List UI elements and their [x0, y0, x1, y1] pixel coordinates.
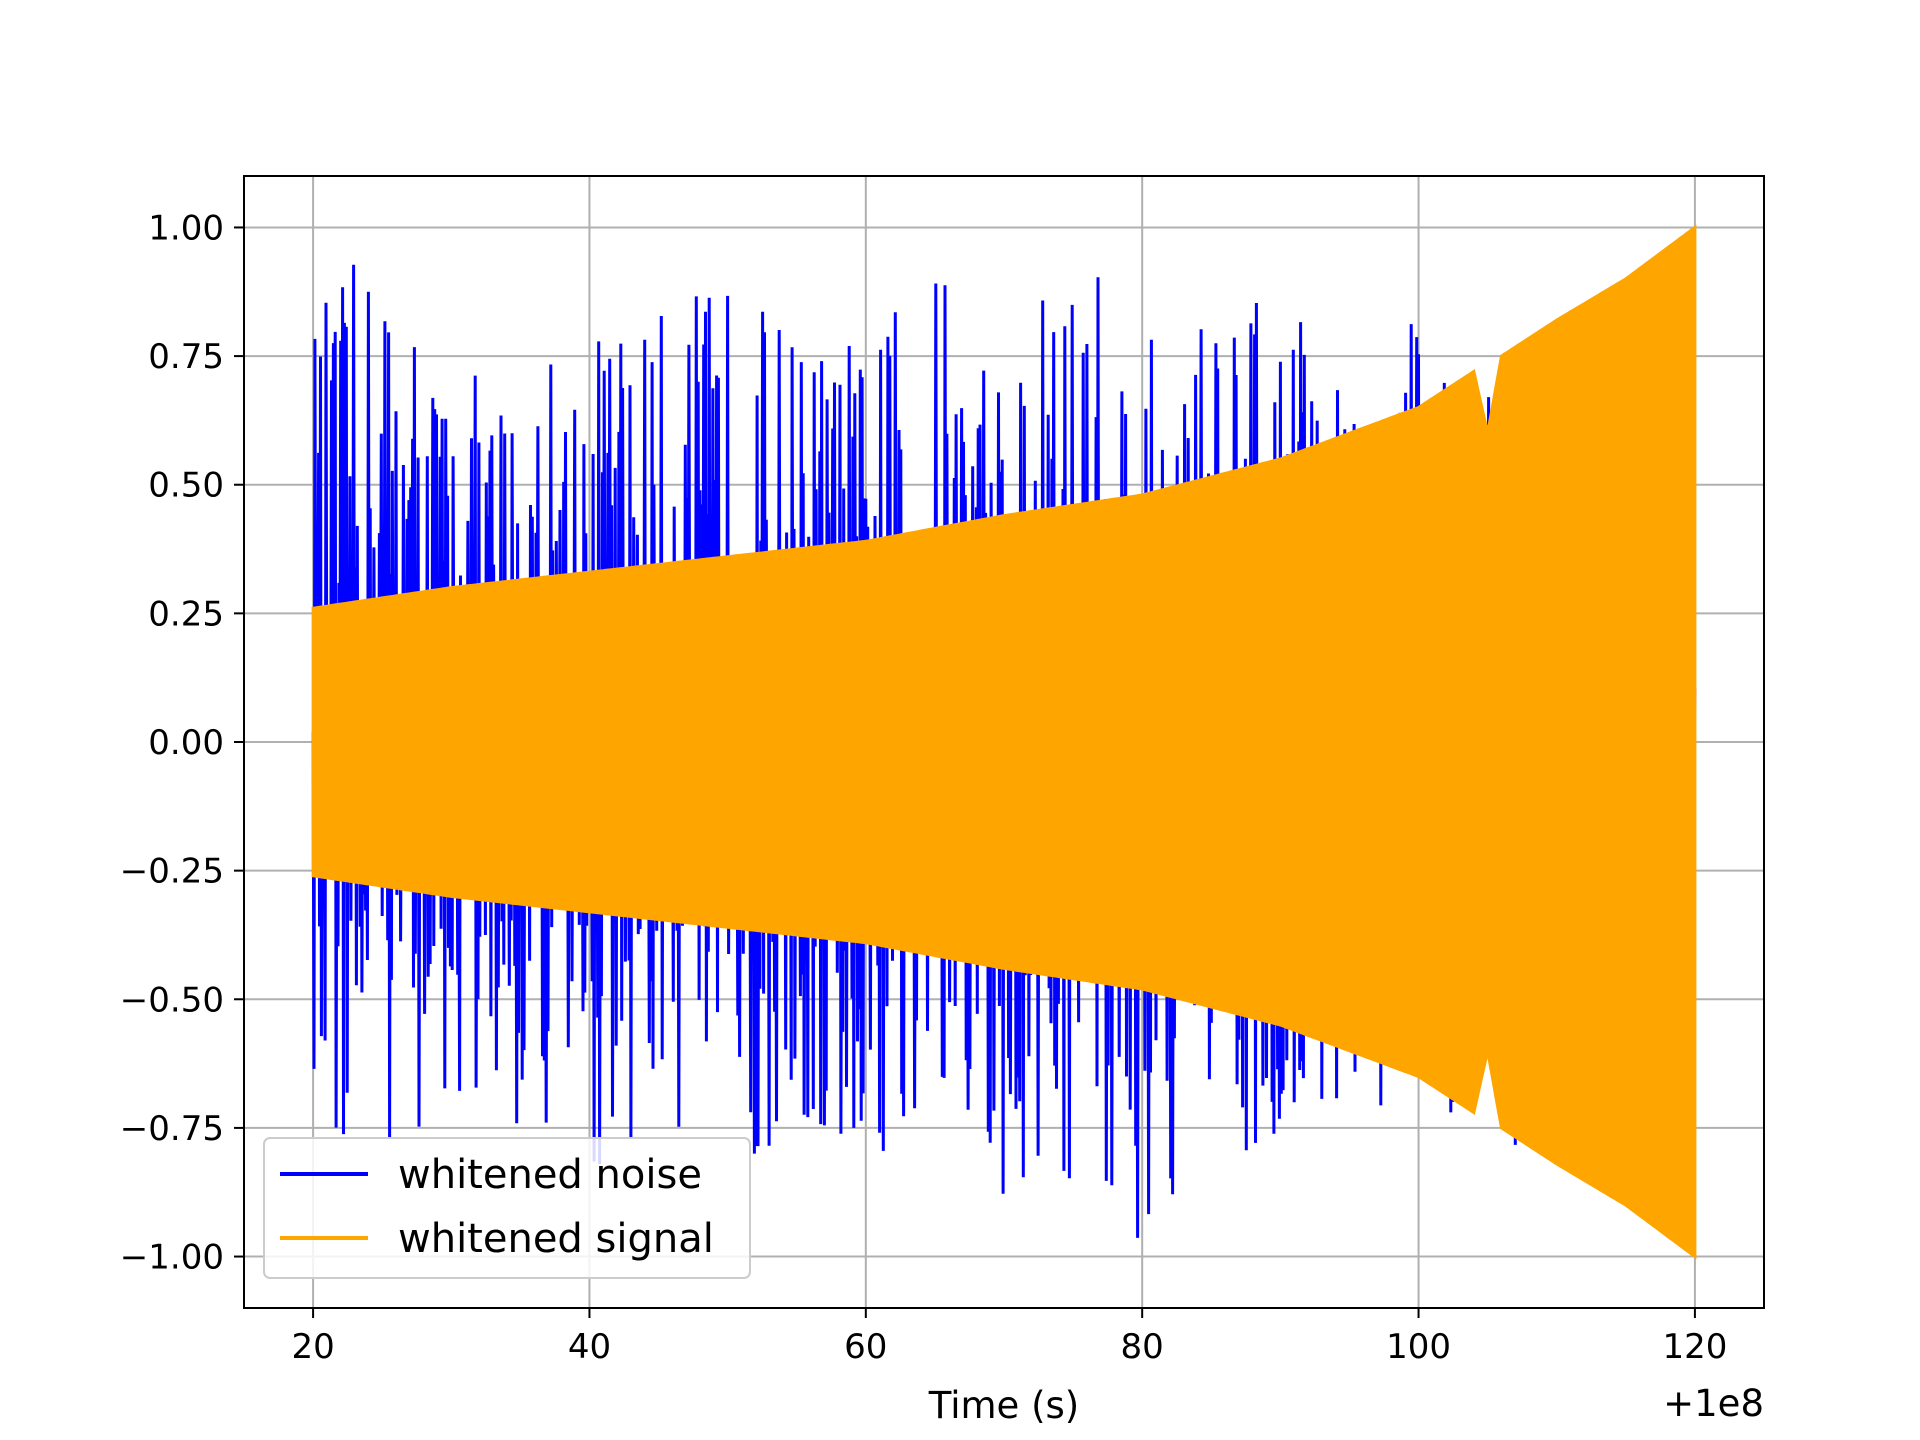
x-tick-label-1: 40 [568, 1327, 611, 1367]
x-tick-label-3: 80 [1121, 1327, 1164, 1367]
x-tick-label-0: 20 [291, 1327, 334, 1367]
y-tick-label-3: −0.25 [120, 852, 224, 892]
legend-label-noise: whitened noise [398, 1152, 702, 1198]
x-tick-label-2: 60 [844, 1327, 887, 1367]
x-axis-label: Time (s) [928, 1384, 1079, 1427]
y-tick-label-1: −0.75 [120, 1109, 224, 1149]
y-tick-label-2: −0.50 [120, 980, 224, 1020]
x-tick-label-5: 120 [1662, 1327, 1727, 1367]
x-tick-label-4: 100 [1386, 1327, 1451, 1367]
legend-box [263, 1137, 751, 1279]
plot-series [311, 224, 1697, 1260]
x-axis-offset-label: +1e8 [1663, 1382, 1764, 1425]
y-tick-label-5: 0.25 [148, 594, 224, 634]
y-tick-label-8: 1.00 [148, 208, 224, 248]
y-tick-label-0: −1.00 [120, 1238, 224, 1278]
legend-label-signal: whitened signal [398, 1216, 714, 1262]
axis-ticks: 20 40 60 80 100 120 −1.00 −0.75 −0.50 −0.25 0.00 0.… [120, 208, 1728, 1367]
series-area-whitened-signal [311, 224, 1697, 1260]
y-tick-label-6: 0.50 [148, 466, 224, 506]
y-tick-label-4: 0.00 [148, 723, 224, 763]
y-tick-label-7: 0.75 [148, 337, 224, 377]
legend: whitened noise whitened signal [263, 1137, 751, 1279]
